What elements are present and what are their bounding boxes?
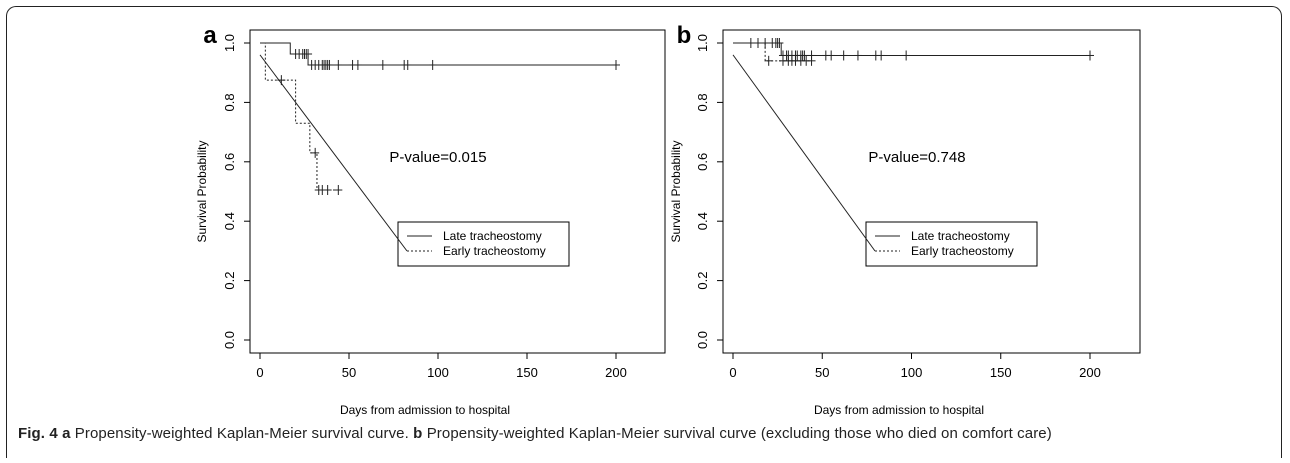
censor-mark [325,60,333,70]
y-tick-label: 1.0 [695,34,710,52]
caption-fig-label: Fig. 4 [18,425,58,442]
legend-connector-line [733,55,875,251]
y-tick-label: 0.0 [222,331,237,349]
censor-mark [854,50,862,60]
y-tick-label: 0.8 [222,93,237,111]
x-tick-label: 150 [990,365,1012,380]
plot-frame [723,30,1140,353]
censor-mark [334,60,342,70]
y-tick-label: 0.4 [695,212,710,230]
plot-frame [250,30,665,353]
caption-a-text: Propensity-weighted Kaplan-Meier surviva… [71,425,414,442]
p-value-annotation: P-value=0.748 [868,149,965,166]
censor-mark [612,60,620,70]
legend-connector-line [260,55,407,251]
x-tick-label: 100 [427,365,449,380]
legend-label-late: Late tracheostomy [443,229,542,243]
censor-mark [311,148,319,158]
legend-label-late: Late tracheostomy [911,229,1010,243]
censor-mark [808,56,816,66]
censor-mark [404,60,412,70]
censor-mark [379,60,387,70]
x-tick-label: 50 [815,365,829,380]
y-axis-label: Survival Probability [669,140,683,242]
censor-mark [324,185,332,195]
censor-mark [775,38,783,48]
x-tick-label: 200 [1079,365,1101,380]
censor-mark [827,50,835,60]
y-tick-label: 0.2 [222,272,237,290]
y-tick-label: 0.2 [695,272,710,290]
y-tick-label: 0.6 [695,153,710,171]
y-axis-label: Survival Probability [195,140,209,242]
panel-letter: b [677,22,692,49]
x-tick-label: 200 [605,365,627,380]
panel-letter: a [203,22,217,49]
censor-mark [840,50,848,60]
x-tick-label: 0 [256,365,263,380]
legend-label-early: Early tracheostomy [911,244,1014,258]
censor-mark [877,50,885,60]
caption-a-letter: a [62,425,70,442]
censor-mark [354,60,362,70]
censor-mark [334,185,342,195]
x-tick-label: 0 [729,365,736,380]
y-tick-label: 0.4 [222,212,237,230]
figure-caption: Fig. 4 a Propensity-weighted Kaplan-Meie… [18,425,1052,442]
y-tick-label: 0.0 [695,331,710,349]
x-tick-label: 100 [901,365,923,380]
censor-mark [800,50,808,60]
legend-label-early: Early tracheostomy [443,244,546,258]
censor-mark [765,56,773,66]
censor-mark [429,60,437,70]
censor-mark [902,50,910,60]
x-tick-label: 150 [516,365,538,380]
y-tick-label: 0.8 [695,93,710,111]
caption-b-text: Propensity-weighted Kaplan-Meier surviva… [422,425,1051,442]
x-axis-label: Days from admission to hospital [340,403,510,417]
censor-mark [304,49,312,59]
x-tick-label: 50 [342,365,356,380]
chart-panel-b: b 0 50 100 150 200 0.0 0.2 0.4 0.6 0.8 1.0 Days from… [669,22,1140,417]
y-tick-label: 0.6 [222,153,237,171]
chart-panel-a: a 0 50 100 150 200 0.0 0.2 0.4 0.6 0.8 1.0 Days from… [195,22,665,417]
censor-mark [1086,50,1094,60]
series-line-late [260,43,616,65]
p-value-annotation: P-value=0.015 [389,149,486,166]
y-tick-label: 1.0 [222,34,237,52]
x-axis-label: Days from admission to hospital [814,403,984,417]
